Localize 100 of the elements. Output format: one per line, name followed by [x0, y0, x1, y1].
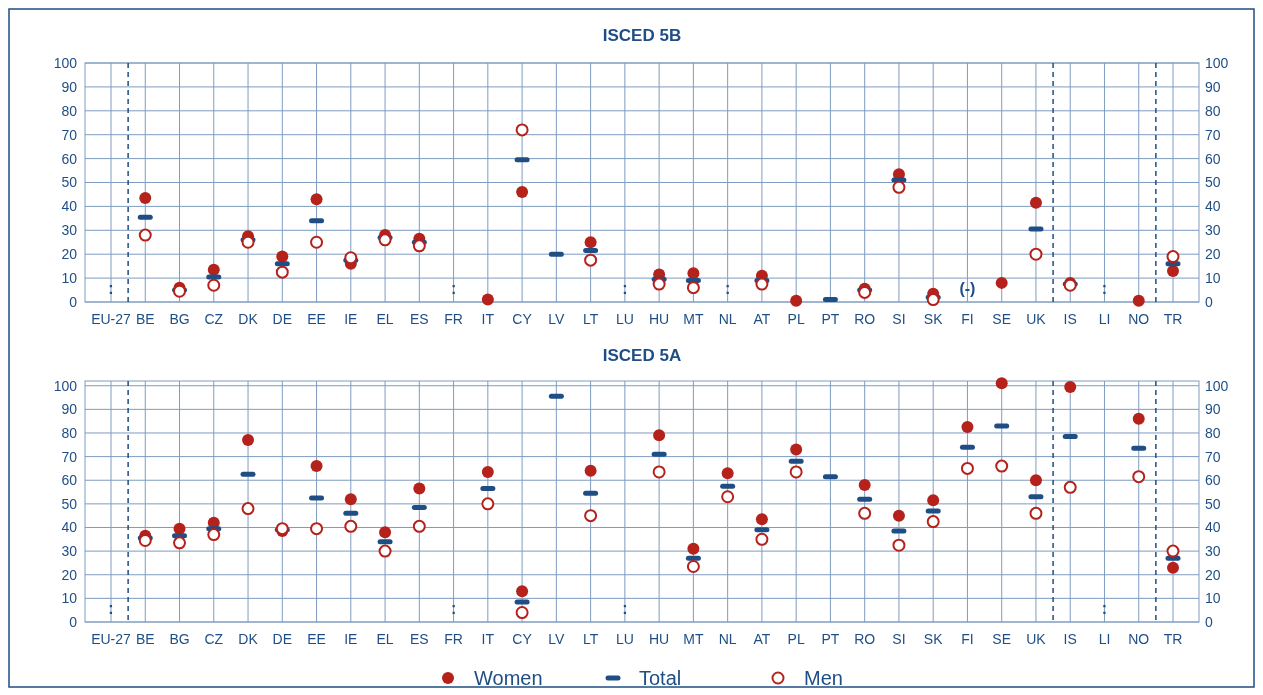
- y2-tick-label: 50: [1205, 495, 1221, 512]
- point: [481, 293, 494, 306]
- point: [1063, 480, 1077, 494]
- x-tick-label: IE: [344, 631, 358, 647]
- legend-label: Men: [804, 667, 843, 689]
- point: [1064, 380, 1077, 393]
- point: [858, 478, 871, 491]
- y2-tick-label: 0: [1205, 293, 1213, 310]
- point: [1029, 247, 1043, 261]
- point: [961, 421, 974, 434]
- y-tick-label: 30: [61, 543, 78, 560]
- legend-label: Women: [474, 667, 543, 689]
- point: [378, 544, 392, 558]
- annotation: :: [450, 279, 457, 297]
- x-tick-label: SK: [923, 631, 944, 647]
- annotation: :: [1101, 599, 1108, 617]
- x-tick-label: SK: [923, 311, 944, 327]
- y2-tick-label: 80: [1205, 102, 1221, 119]
- x-tick-label: CY: [512, 311, 533, 327]
- y-tick-label: 20: [61, 246, 78, 263]
- point: [892, 538, 906, 552]
- point: [344, 519, 358, 533]
- x-tick-label: PL: [787, 311, 805, 327]
- y2-tick-label: 60: [1205, 472, 1221, 489]
- x-tick-label: ES: [409, 631, 429, 647]
- annotation: :: [450, 599, 457, 617]
- point: [584, 253, 598, 267]
- x-tick-label: SE: [992, 631, 1012, 647]
- y2-tick-label: 80: [1205, 424, 1221, 441]
- point: [310, 522, 324, 536]
- y2-tick-label: 20: [1205, 566, 1221, 583]
- point: [584, 509, 598, 523]
- x-tick-label: LT: [582, 631, 599, 647]
- x-tick-label: CY: [512, 631, 533, 647]
- y2-tick-label: 90: [1205, 401, 1221, 418]
- point: [926, 515, 940, 529]
- y-tick-label: 0: [69, 293, 78, 310]
- x-tick-label: LI: [1098, 311, 1111, 327]
- x-tick-label: LV: [548, 311, 566, 327]
- x-tick-label: EL: [376, 631, 394, 647]
- point: [687, 542, 700, 555]
- annotation: :: [1101, 279, 1108, 297]
- y-tick-label: 100: [53, 377, 78, 394]
- point: [1166, 250, 1180, 264]
- x-tick-label: UK: [1026, 311, 1047, 327]
- x-tick-label: BG: [169, 311, 190, 327]
- y2-tick-label: 70: [1205, 448, 1221, 465]
- y-tick-label: 50: [61, 495, 78, 512]
- y-tick-label: 80: [61, 102, 78, 119]
- x-tick-label: PT: [821, 311, 840, 327]
- x-tick-label: LT: [582, 311, 599, 327]
- point: [755, 513, 768, 526]
- point: [242, 434, 255, 447]
- point: [378, 233, 392, 247]
- point: [960, 461, 974, 475]
- point: [379, 526, 392, 539]
- point: [686, 559, 700, 573]
- x-tick-label: BE: [135, 311, 155, 327]
- point: [139, 192, 152, 205]
- point: [207, 278, 221, 292]
- x-tick-label: LU: [615, 311, 634, 327]
- annotation: (-): [959, 279, 976, 297]
- x-tick-label: EU-27: [91, 311, 132, 327]
- y-tick-label: 40: [61, 519, 78, 536]
- point: [995, 377, 1008, 390]
- x-tick-label: CZ: [204, 311, 224, 327]
- y2-tick-label: 60: [1205, 150, 1221, 167]
- point: [413, 482, 426, 495]
- annotation: :: [108, 599, 114, 617]
- y2-tick-label: 70: [1205, 126, 1221, 143]
- annotation: :: [622, 599, 628, 617]
- point: [858, 285, 872, 299]
- point: [1132, 470, 1146, 484]
- point: [481, 465, 494, 478]
- point: [344, 493, 357, 506]
- point: [686, 281, 700, 295]
- x-tick-label: RO: [854, 311, 876, 327]
- y-tick-label: 80: [61, 424, 78, 441]
- x-tick-label: LV: [548, 631, 566, 647]
- point: [1132, 294, 1145, 307]
- point: [926, 293, 940, 307]
- x-tick-label: DE: [272, 631, 293, 647]
- y2-tick-label: 100: [1205, 377, 1229, 394]
- x-tick-label: IE: [344, 311, 358, 327]
- y2-tick-label: 0: [1205, 613, 1213, 630]
- point: [1167, 561, 1179, 574]
- chart-title: ISCED 5A: [602, 346, 682, 365]
- point: [790, 294, 803, 307]
- x-tick-label: LI: [1098, 631, 1111, 647]
- x-tick-label: NO: [1128, 631, 1150, 647]
- point: [241, 235, 255, 249]
- point: [275, 265, 289, 279]
- x-tick-label: IS: [1063, 631, 1077, 647]
- point: [755, 532, 769, 546]
- x-tick-label: SI: [892, 311, 906, 327]
- point: [516, 585, 529, 598]
- y-tick-label: 40: [61, 198, 78, 215]
- x-tick-label: BG: [169, 631, 190, 647]
- x-tick-label: AT: [753, 631, 771, 647]
- x-tick-label: TR: [1163, 311, 1183, 327]
